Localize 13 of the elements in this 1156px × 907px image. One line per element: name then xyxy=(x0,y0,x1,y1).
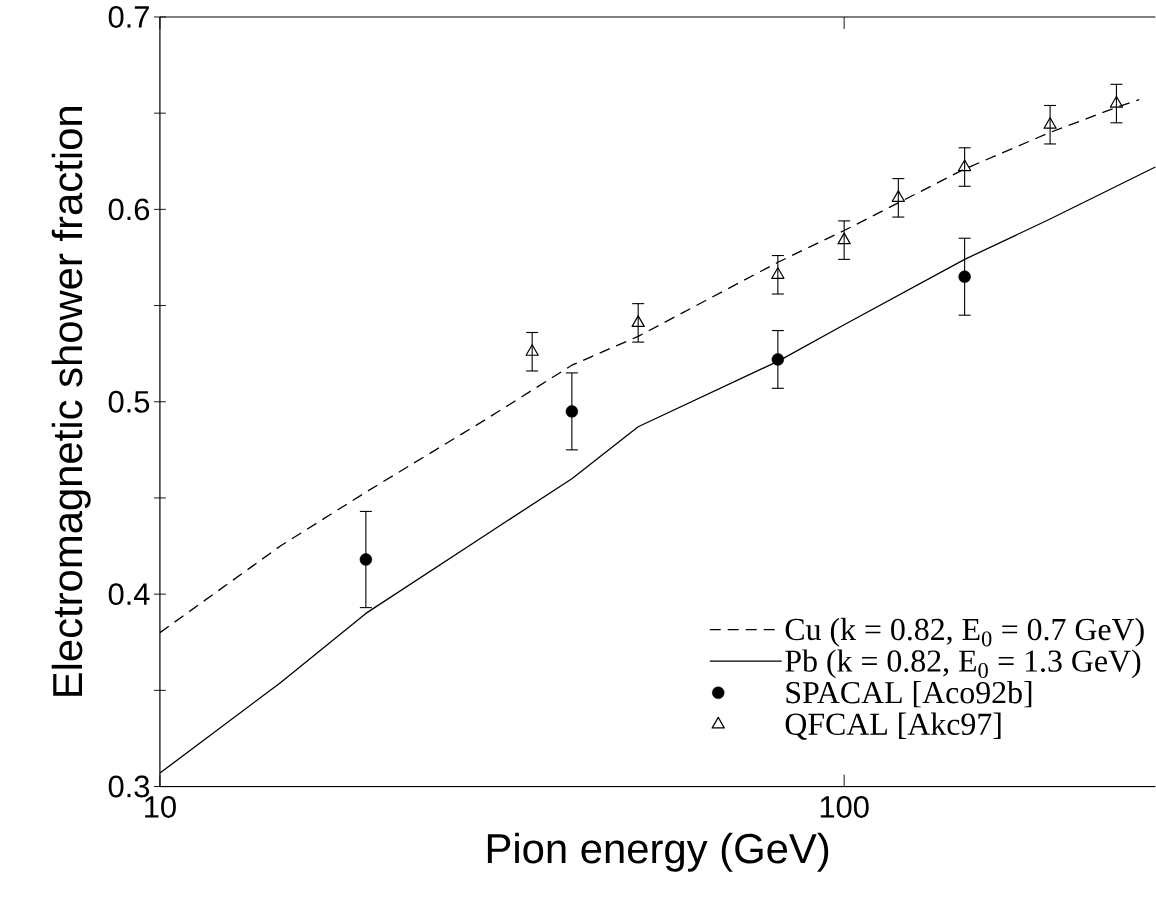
y-tick-label: 0.7 xyxy=(108,5,149,28)
y-tick-label: 0.4 xyxy=(108,582,150,605)
y-axis-title: Electromagnetic shower fraction xyxy=(51,106,91,696)
y-tick-label: 0.3 xyxy=(108,775,150,798)
y-tick-label: 0.6 xyxy=(108,198,150,221)
legend-label: Pb (k = 0.82, E$_{0}$ = 1.3 GeV) xyxy=(785,649,1141,679)
x-axis-title: Pion energy (GeV) xyxy=(487,832,829,872)
x-tick-label: 100 xyxy=(820,795,869,818)
legend-label: QFCAL [Akc97] xyxy=(785,712,1001,740)
x-tick-label: 10 xyxy=(145,795,176,818)
legend-label: Cu (k = 0.82, E$_{0}$ = 0.7 GeV) xyxy=(785,617,1144,647)
legend-label: SPACAL [Aco92b] xyxy=(786,680,1032,708)
y-tick-label: 0.5 xyxy=(108,390,150,413)
